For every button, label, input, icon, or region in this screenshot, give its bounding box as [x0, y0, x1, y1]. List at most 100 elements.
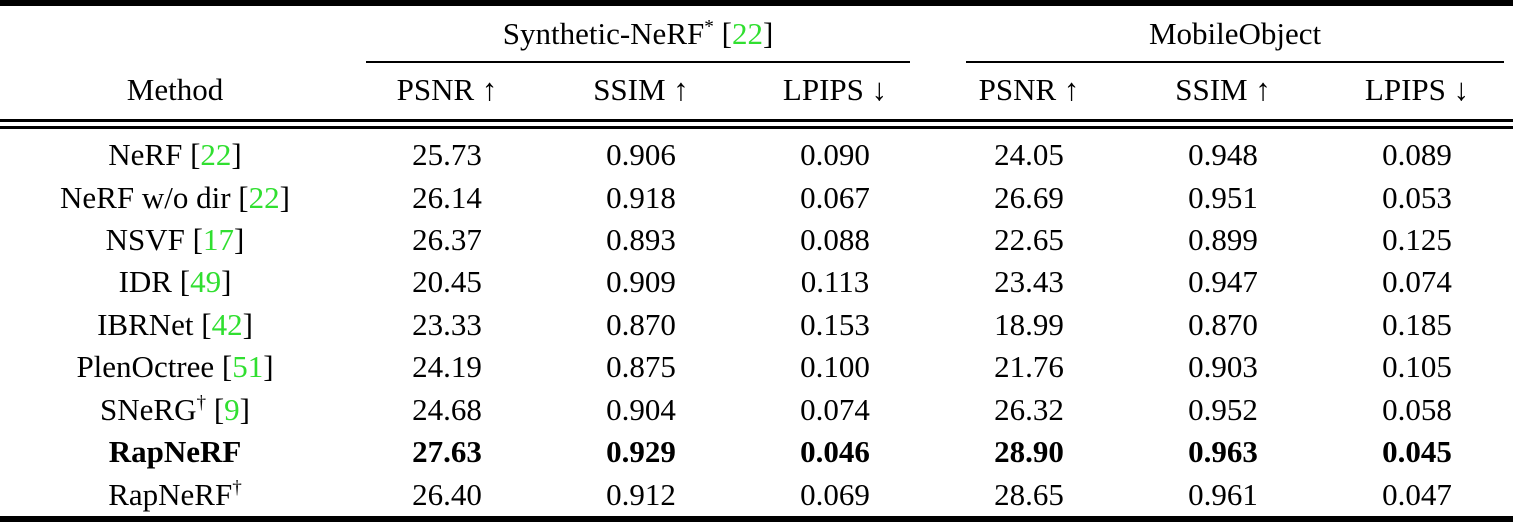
citation-link[interactable]: 51 — [232, 349, 264, 385]
metric-value-cell: 24.68 — [412, 391, 482, 427]
cite-open-bracket: [ — [184, 221, 203, 257]
cite-open-bracket: [ — [171, 264, 191, 300]
citation-link[interactable]: 22 — [200, 137, 232, 173]
empty-corner-cell — [0, 3, 350, 63]
cite-open-bracket: [ — [230, 179, 249, 215]
metric-value-cell: 0.870 — [606, 306, 676, 342]
method-name: NeRF — [108, 137, 183, 173]
metric-value-cell: 0.105 — [1382, 349, 1452, 385]
column-header-psnr-mobileobject: PSNR ↑ — [978, 71, 1080, 107]
column-header-lpips-mobileobject: LPIPS ↓ — [1364, 71, 1470, 107]
table-row: IDR [49] 20.45 0.909 0.113 23.43 0.947 0.074 — [0, 261, 1513, 303]
metric-value-cell: 0.053 — [1382, 179, 1452, 215]
metric-value-cell: 24.05 — [994, 137, 1064, 173]
cite-open-bracket: [ — [214, 349, 233, 385]
metric-value-cell: 0.893 — [606, 221, 676, 257]
metric-value-cell: 0.125 — [1382, 221, 1452, 257]
method-cell: NeRF [22] — [0, 124, 350, 177]
metric-value-cell: 0.185 — [1382, 306, 1452, 342]
method-column-header: Method — [126, 71, 224, 107]
cite-open-bracket: [ — [182, 137, 201, 173]
group-label-synthetic-nerf: Synthetic-NeRF* [22] — [366, 16, 911, 63]
method-name: NSVF — [105, 221, 185, 257]
group-header-row: Synthetic-NeRF* [22] MobileObject — [0, 3, 1513, 63]
metric-value-cell: 26.32 — [994, 391, 1064, 427]
method-cell: NeRF w/o dir [22] — [0, 176, 350, 218]
cite-open-bracket: [ — [206, 391, 225, 427]
citation-link[interactable]: 9 — [224, 391, 240, 427]
metric-value-cell: 22.65 — [994, 221, 1064, 257]
method-cell: NSVF [17] — [0, 219, 350, 261]
method-name: NeRF w/o dir — [60, 179, 231, 215]
dagger-superscript: † — [232, 477, 242, 499]
table-body: NeRF [22] 25.73 0.906 0.090 24.05 0.948 0.089 N… — [0, 124, 1513, 519]
citation-link[interactable]: 17 — [203, 221, 234, 257]
metric-value-cell: 0.929 — [606, 434, 676, 470]
metric-value-cell: 0.047 — [1382, 476, 1452, 512]
metric-value-cell: 0.912 — [606, 476, 676, 512]
metric-value-cell: 0.045 — [1382, 434, 1452, 470]
metric-value-cell: 0.870 — [1188, 306, 1258, 342]
method-cell: RapNeRF — [0, 431, 350, 473]
table-row: RapNeRF† 26.40 0.912 0.069 28.65 0.961 0.047 — [0, 473, 1513, 519]
metric-value-cell: 0.046 — [800, 434, 870, 470]
dagger-superscript: † — [196, 392, 207, 414]
cite-close-bracket: ] — [234, 221, 245, 257]
metric-value-cell: 0.952 — [1188, 391, 1258, 427]
cite-close-bracket: ] — [279, 179, 290, 215]
method-cell: IDR [49] — [0, 261, 350, 303]
metric-value-cell: 0.088 — [800, 221, 870, 257]
table-row: NeRF [22] 25.73 0.906 0.090 24.05 0.948 0.089 — [0, 124, 1513, 177]
metric-value-cell: 26.69 — [994, 179, 1064, 215]
table-row: IBRNet [42] 23.33 0.870 0.153 18.99 0.870 0.18… — [0, 304, 1513, 346]
metric-value-cell: 0.090 — [800, 137, 870, 173]
metric-value-cell: 23.33 — [412, 306, 482, 342]
citation-link[interactable]: 22 — [731, 16, 763, 51]
cite-close-bracket: ] — [231, 137, 242, 173]
metric-value-cell: 0.947 — [1188, 264, 1258, 300]
metric-value-cell: 26.14 — [412, 179, 482, 215]
metric-value-cell: 0.074 — [1382, 264, 1452, 300]
metric-value-cell: 0.963 — [1188, 434, 1258, 470]
column-header-ssim-mobileobject: SSIM ↑ — [1175, 71, 1271, 107]
metric-value-cell: 0.875 — [606, 349, 676, 385]
table-row: RapNeRF 27.63 0.929 0.046 28.90 0.963 0.045 — [0, 431, 1513, 473]
metric-value-cell: 0.906 — [606, 137, 676, 173]
cite-close-bracket: ] — [263, 349, 274, 385]
citation-link[interactable]: 42 — [211, 306, 243, 342]
metric-value-cell: 0.069 — [800, 476, 870, 512]
cite-close-bracket: ] — [242, 306, 253, 342]
citation-link[interactable]: 49 — [190, 264, 222, 300]
metric-value-cell: 0.153 — [800, 306, 870, 342]
metric-value-cell: 0.089 — [1382, 137, 1452, 173]
cite-close-bracket: ] — [239, 391, 250, 427]
group-name: Synthetic-NeRF — [502, 16, 705, 51]
metric-value-cell: 18.99 — [994, 306, 1064, 342]
metric-value-cell: 24.19 — [412, 349, 482, 385]
method-name: PlenOctree — [76, 349, 215, 385]
column-header-row: Method PSNR ↑ SSIM ↑ LPIPS ↓ PSNR ↑ SSIM… — [0, 63, 1513, 124]
cite-close-bracket: ] — [221, 264, 232, 300]
metric-value-cell: 26.40 — [412, 476, 482, 512]
table-row: SNeRG† [9] 24.68 0.904 0.074 26.32 0.952 0.058 — [0, 389, 1513, 431]
method-cell: PlenOctree [51] — [0, 346, 350, 388]
method-name: IDR — [118, 264, 172, 300]
metric-value-cell: 0.074 — [800, 391, 870, 427]
metric-value-cell: 0.067 — [800, 179, 870, 215]
cite-open-bracket: [ — [713, 16, 732, 51]
metric-value-cell: 25.73 — [412, 137, 482, 173]
cite-close-bracket: ] — [762, 16, 774, 51]
column-header-lpips-synthetic: LPIPS ↓ — [782, 71, 888, 107]
metric-value-cell: 26.37 — [412, 221, 482, 257]
metric-value-cell: 0.058 — [1382, 391, 1452, 427]
metric-value-cell: 23.43 — [994, 264, 1064, 300]
citation-link[interactable]: 22 — [248, 179, 280, 215]
group-label-mobileobject: MobileObject — [966, 16, 1505, 63]
metric-value-cell: 0.918 — [606, 179, 676, 215]
cite-open-bracket: [ — [193, 306, 212, 342]
column-header-psnr-synthetic: PSNR ↑ — [396, 71, 498, 107]
metric-value-cell: 0.951 — [1188, 179, 1258, 215]
metric-value-cell: 0.100 — [800, 349, 870, 385]
